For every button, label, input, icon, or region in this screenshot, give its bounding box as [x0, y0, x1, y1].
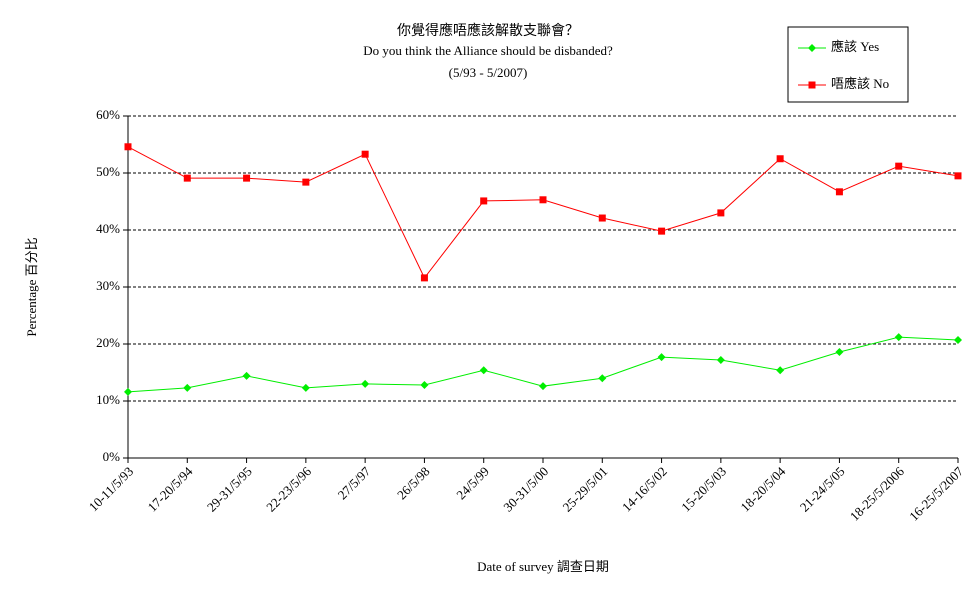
point	[954, 336, 962, 345]
legend-box	[787, 26, 909, 103]
point	[361, 379, 370, 388]
x-tick-label: 15-20/5/03	[678, 464, 729, 515]
point	[124, 387, 132, 396]
x-tick-label: 25-29/5/01	[560, 464, 611, 515]
legend-label: 應該 Yes	[831, 39, 879, 54]
point	[479, 366, 488, 375]
point	[776, 366, 785, 375]
y-tick-label: 20%	[96, 335, 120, 350]
x-tick-label: 18-25/5/2006	[847, 463, 907, 523]
y-tick-label: 50%	[96, 164, 120, 179]
point	[658, 227, 666, 235]
point	[301, 383, 310, 392]
x-tick-label: 29-31/5/95	[204, 464, 255, 515]
point	[539, 196, 547, 204]
point	[361, 150, 369, 158]
chart-period: (5/93 - 5/2007)	[449, 65, 528, 80]
point	[420, 274, 428, 282]
point	[598, 214, 606, 222]
x-tick-label: 21-24/5/05	[797, 464, 848, 515]
point	[835, 347, 844, 356]
point	[420, 381, 429, 390]
x-tick-label: 30-31/5/00	[500, 464, 551, 515]
x-tick-label: 10-11/5/93	[86, 464, 137, 515]
point	[835, 188, 843, 196]
x-tick-label: 22-23/5/96	[263, 463, 314, 514]
point	[716, 355, 725, 364]
x-axis-label: Date of survey 調查日期	[477, 559, 609, 574]
point	[894, 333, 903, 342]
y-tick-label: 0%	[103, 449, 121, 464]
y-tick-label: 40%	[96, 221, 120, 236]
x-tick-label: 26/5/98	[394, 464, 433, 503]
point	[242, 371, 251, 380]
point	[302, 178, 310, 186]
y-tick-label: 60%	[96, 107, 120, 122]
y-tick-label: 30%	[96, 278, 120, 293]
point	[183, 174, 191, 182]
x-tick-label: 27/5/97	[335, 463, 374, 502]
point	[539, 382, 547, 391]
point	[243, 174, 251, 182]
chart-title: 你覺得應唔應該解散支聯會？	[397, 22, 579, 39]
point	[657, 353, 666, 362]
point	[808, 44, 816, 52]
point	[895, 162, 903, 170]
point	[124, 143, 132, 151]
point	[598, 374, 607, 383]
point	[808, 81, 816, 89]
point	[480, 197, 488, 205]
point	[717, 209, 725, 217]
chart-subtitle: Do you think the Alliance should be disb…	[363, 43, 613, 58]
y-axis-label: Percentage 百分比	[24, 237, 39, 336]
point	[954, 172, 962, 180]
y-tick-label: 10%	[96, 392, 120, 407]
point	[776, 155, 784, 163]
x-tick-label: 18-20/5/04	[737, 463, 788, 514]
series-line	[127, 146, 959, 279]
x-tick-label: 14-16/5/02	[619, 464, 670, 515]
x-tick-label: 24/5/99	[453, 464, 492, 503]
point	[183, 383, 192, 392]
x-tick-label: 17-20/5/94	[145, 463, 196, 514]
x-tick-label: 16-25/5/2007	[906, 463, 966, 523]
legend-label: 唔應該 No	[831, 76, 889, 91]
